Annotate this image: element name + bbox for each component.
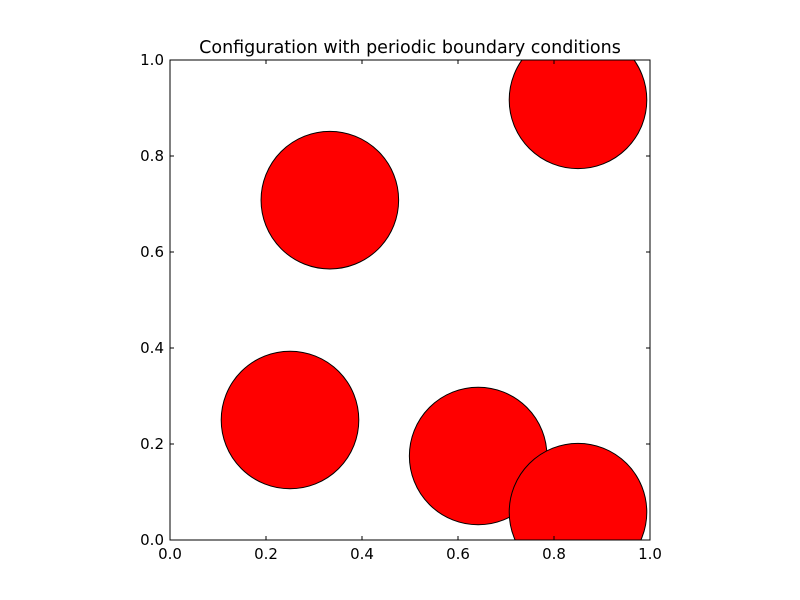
data-point-5 — [508, 442, 648, 540]
y-tick-label-3: 0.6 — [140, 243, 164, 261]
ticks-layer — [169, 59, 651, 541]
plot-frame — [169, 59, 651, 541]
chart-title: Configuration with periodic boundary con… — [199, 38, 621, 58]
points-layer — [220, 60, 648, 540]
x-tick-label-5: 1.0 — [638, 545, 662, 563]
x-tick-label-4: 0.8 — [542, 545, 566, 563]
data-point-3 — [220, 350, 360, 490]
x-tick-label-2: 0.4 — [350, 545, 374, 563]
y-tick-label-4: 0.8 — [140, 147, 164, 165]
data-point-2 — [508, 60, 648, 170]
x-tick-label-0: 0.0 — [158, 545, 182, 563]
x-tick-label-3: 0.6 — [446, 545, 470, 563]
y-tick-label-1: 0.2 — [140, 435, 164, 453]
x-tick-label-1: 0.2 — [254, 545, 278, 563]
y-tick-label-5: 1.0 — [140, 51, 164, 69]
data-point-1 — [260, 130, 400, 270]
tick-labels-layer: 0.0 0.2 0.4 0.6 0.8 1.0 0.0 0.2 0.4 0.6 0.8 1.0 — [140, 51, 662, 563]
y-tick-label-2: 0.4 — [140, 339, 164, 357]
y-tick-label-0: 0.0 — [140, 531, 164, 549]
